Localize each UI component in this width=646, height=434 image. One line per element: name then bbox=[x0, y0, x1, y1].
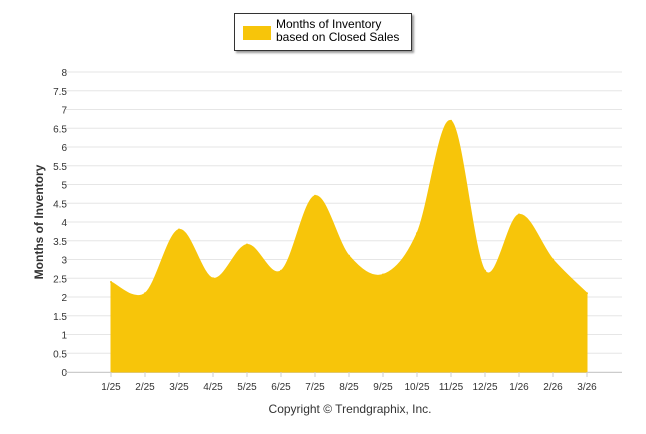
y-tick-label: 5.5 bbox=[53, 162, 67, 173]
x-tick-label: 9/25 bbox=[373, 382, 393, 393]
x-tick-label: 2/25 bbox=[135, 382, 155, 393]
y-axis-title: Months of Inventory bbox=[32, 164, 46, 279]
y-tick-label: 6 bbox=[61, 143, 67, 154]
y-tick-label: 0.5 bbox=[53, 349, 67, 360]
x-tick-label: 2/26 bbox=[543, 382, 563, 393]
legend-label: Months of Inventory based on Closed Sale… bbox=[276, 17, 400, 44]
data-point-10/25 bbox=[416, 232, 418, 235]
data-point-12/25 bbox=[484, 269, 486, 272]
legend[interactable]: Months of Inventory based on Closed Sale… bbox=[234, 13, 412, 51]
y-tick-label: 4.5 bbox=[53, 199, 67, 210]
data-point-5/25 bbox=[246, 243, 248, 246]
data-point-1/25 bbox=[110, 281, 112, 283]
y-tick-label: 8 bbox=[61, 68, 67, 79]
data-point-1/26 bbox=[518, 213, 520, 216]
series-area bbox=[110, 120, 588, 373]
y-tick-label: 7.5 bbox=[53, 87, 67, 98]
data-point-4/25 bbox=[212, 277, 214, 280]
x-tick-label: 1/25 bbox=[101, 382, 121, 393]
data-point-2/25 bbox=[144, 292, 146, 295]
y-tick-label: 1.5 bbox=[53, 312, 67, 323]
x-tick-label: 4/25 bbox=[203, 382, 223, 393]
x-tick-label: 11/25 bbox=[439, 382, 464, 393]
data-point-3/25 bbox=[178, 228, 180, 231]
x-tick-label: 10/25 bbox=[404, 382, 429, 393]
y-tick-label: 3.5 bbox=[53, 237, 67, 248]
data-point-8/25 bbox=[348, 254, 350, 257]
x-tick-label: 1/26 bbox=[509, 382, 529, 393]
x-tick-label: 7/25 bbox=[305, 382, 325, 393]
y-tick-label: 3 bbox=[61, 256, 67, 267]
y-tick-label: 1 bbox=[61, 331, 67, 342]
x-tick-label: 3/26 bbox=[577, 382, 597, 393]
data-point-11/25 bbox=[450, 119, 452, 122]
x-tick-label: 8/25 bbox=[339, 382, 359, 393]
data-point-9/25 bbox=[382, 273, 384, 276]
data-point-6/25 bbox=[280, 269, 282, 272]
data-point-7/25 bbox=[314, 194, 316, 197]
y-tick-label: 5 bbox=[61, 181, 67, 192]
y-tick-label: 7 bbox=[61, 106, 67, 117]
copyright-credit: Copyright © Trendgraphix, Inc. bbox=[268, 402, 432, 416]
x-tick-label: 3/25 bbox=[169, 382, 189, 393]
y-tick-label: 0 bbox=[61, 368, 67, 379]
x-tick-label: 6/25 bbox=[271, 382, 291, 393]
x-tick-label: 12/25 bbox=[472, 382, 497, 393]
y-tick-label: 6.5 bbox=[53, 124, 67, 135]
legend-swatch bbox=[243, 26, 271, 40]
y-tick-label: 4 bbox=[61, 218, 67, 229]
y-tick-label: 2 bbox=[61, 293, 67, 304]
data-point-3/26 bbox=[586, 292, 588, 295]
x-tick-label: 5/25 bbox=[237, 382, 257, 393]
data-point-2/26 bbox=[552, 258, 554, 261]
y-tick-label: 2.5 bbox=[53, 274, 67, 285]
